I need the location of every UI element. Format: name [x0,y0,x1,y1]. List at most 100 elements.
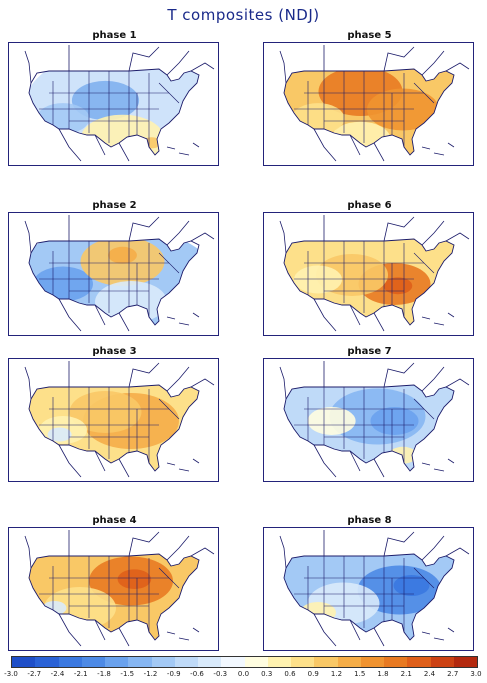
colorbar-swatch [58,657,82,667]
mexico-outline [58,298,130,332]
map-frame [8,212,219,336]
state-boundaries [39,387,180,463]
caribbean-islands [166,142,200,156]
map-panel: phase 3 [8,345,221,482]
map-panel: phase 7 [263,345,476,482]
anomaly-region [47,427,72,442]
panel-title: phase 3 [92,346,137,357]
colorbar-swatch [360,657,384,667]
figure-title: T composites (NDJ) [167,6,320,24]
colorbar-tick-label: 0.0 [237,670,250,678]
anomaly-field [284,239,454,325]
colorbar-swatch [12,657,36,667]
us-coastline [28,238,200,326]
map-panel: phase 4 [8,514,221,651]
colorbar [11,656,478,668]
colorbar-swatch [314,657,338,667]
map-frame [8,42,219,166]
anomaly-region [117,569,152,589]
panel-title: phase 1 [92,30,137,41]
state-boundaries [39,71,180,147]
us-coastline [28,384,200,472]
anomaly-region [383,277,413,295]
state-boundaries [294,556,435,632]
anomaly-region [69,391,142,433]
canada-outline [24,361,215,400]
caribbean-islands [421,458,455,472]
us-coastline [283,384,455,472]
map-svg [24,361,215,478]
map-panel: phase 6 [263,199,476,336]
map-panel: phase 1 [8,29,221,166]
colorbar-tick-label: -1.8 [97,670,111,678]
colorbar-tick-label: 1.8 [377,670,389,678]
mexico-outline [313,298,385,332]
map-svg [279,215,470,332]
anomaly-region [42,601,67,615]
canada-outline [279,215,470,254]
mexico-outline [58,128,130,162]
colorbar-tick-label: -0.3 [213,670,228,678]
map-svg [24,215,215,332]
map-svg [24,45,215,162]
colorbar-tick-label: 0.3 [261,670,273,678]
anomaly-region [33,266,93,302]
panel-title: phase 4 [92,515,137,526]
map-panel: phase 2 [8,199,221,336]
caribbean-islands [166,312,200,326]
us-coastline [283,553,455,641]
canada-outline [24,215,215,254]
map-panel: phase 8 [263,514,476,651]
panel-title: phase 7 [347,346,392,357]
colorbar-swatch [407,657,431,667]
anomaly-field [284,69,454,155]
colorbar-swatch [81,657,105,667]
caribbean-islands [421,142,455,156]
mexico-outline [313,128,385,162]
us-coastline [28,553,200,641]
mexico-outline [58,444,130,478]
mexico-outline [313,613,385,647]
colorbar-tick-label: 3.0 [470,670,482,678]
state-boundaries [294,71,435,147]
colorbar-tick-label: 0.9 [307,670,319,678]
colorbar-swatch [174,657,198,667]
colorbar-tick-label: 2.1 [400,670,412,678]
canada-outline [24,530,215,569]
us-coastline [283,238,455,326]
map-svg [279,45,470,162]
colorbar-swatch [35,657,59,667]
colorbar-swatch [105,657,129,667]
colorbar-tick-label: -3.0 [4,670,18,678]
caribbean-islands [166,458,200,472]
colorbar-swatch [267,657,291,667]
caribbean-islands [421,627,455,641]
caribbean-islands [166,627,200,641]
map-svg [279,361,470,478]
anomaly-field [284,385,454,471]
colorbar-swatch [221,657,245,667]
colorbar-tick-label: -2.7 [27,670,42,678]
colorbar-tick-label: 2.4 [423,670,436,678]
state-boundaries [39,241,180,317]
colorbar-swatch [384,657,408,667]
map-svg [279,530,470,647]
anomaly-region [300,602,336,623]
map-frame [263,212,474,336]
colorbar-tick-label: -0.6 [190,670,204,678]
panel-title: phase 5 [347,30,392,41]
canada-outline [279,530,470,569]
map-frame [263,42,474,166]
anomaly-field [284,554,454,640]
anomaly-field [29,69,199,155]
panel-title: phase 2 [92,200,137,211]
colorbar-tick-label: 1.2 [330,670,343,678]
colorbar-tick-label: 2.7 [447,670,459,678]
state-boundaries [39,556,180,632]
map-frame [8,527,219,651]
colorbar-tick-label: -0.9 [166,670,181,678]
colorbar-tick-label: -2.1 [73,670,88,678]
colorbar-swatch [151,657,175,667]
mexico-outline [313,444,385,478]
map-svg [24,530,215,647]
